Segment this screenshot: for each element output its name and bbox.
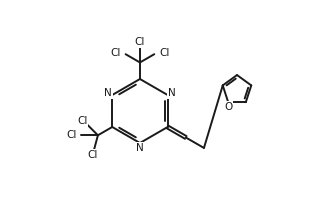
Text: O: O bbox=[224, 102, 232, 112]
Text: Cl: Cl bbox=[135, 37, 145, 47]
Text: N: N bbox=[136, 143, 144, 153]
Text: Cl: Cl bbox=[110, 48, 121, 58]
Text: Cl: Cl bbox=[159, 48, 169, 58]
Text: N: N bbox=[168, 88, 176, 98]
Text: Cl: Cl bbox=[87, 150, 98, 160]
Text: Cl: Cl bbox=[77, 116, 87, 126]
Text: Cl: Cl bbox=[66, 130, 77, 140]
Text: N: N bbox=[104, 88, 112, 98]
